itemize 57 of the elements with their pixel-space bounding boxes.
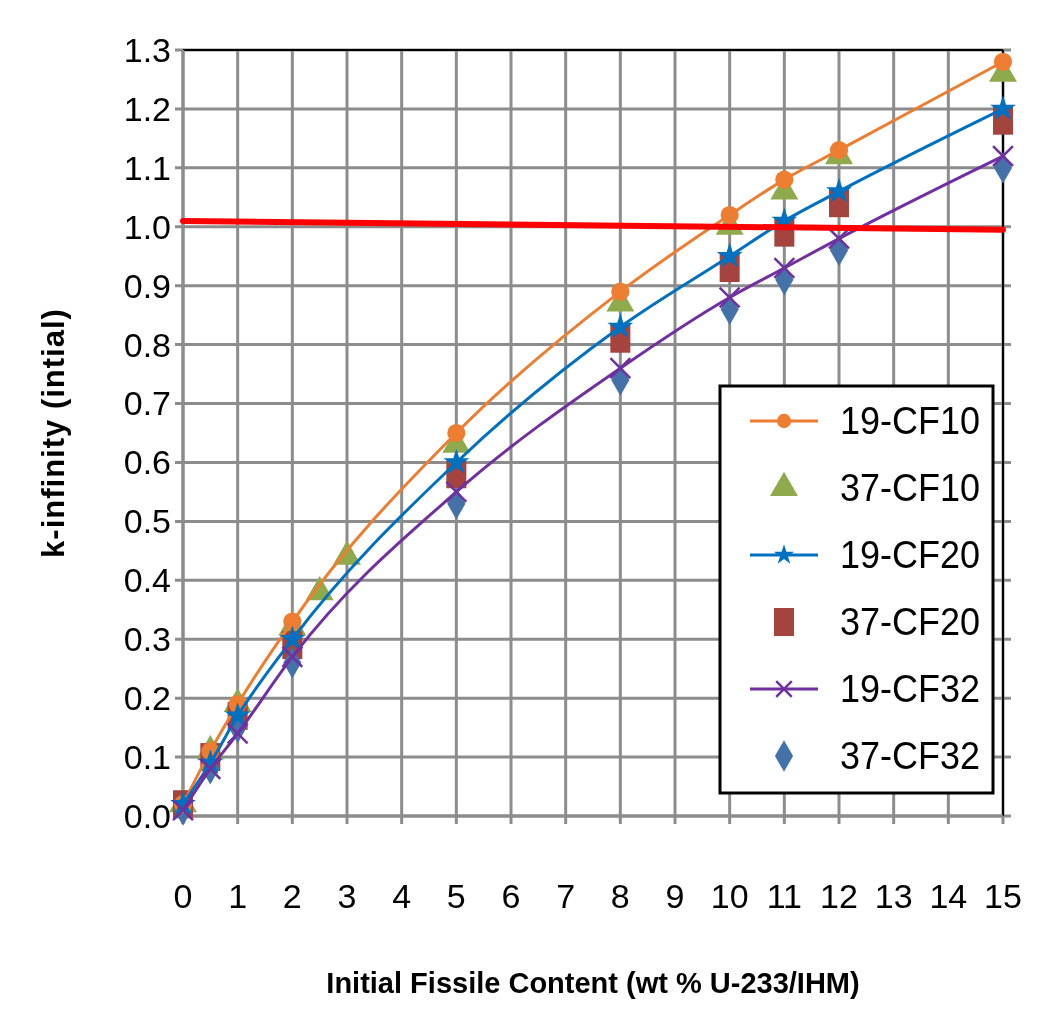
y-tick-label: 0.5 <box>123 502 171 541</box>
y-tick-label: 0.6 <box>123 443 171 482</box>
x-tick-label: 11 <box>766 876 802 915</box>
y-tick-label: 0.2 <box>123 679 171 718</box>
legend-label: 37-CF10 <box>840 467 988 510</box>
y-tick-label: 0.0 <box>123 796 171 835</box>
y-axis-title: k-infinity (intial) <box>35 308 71 558</box>
x-tick-label: 13 <box>874 876 913 915</box>
point <box>609 356 632 380</box>
x-tick-label: 12 <box>820 876 858 915</box>
point <box>445 480 468 504</box>
legend-label: 19-CF10 <box>840 400 988 443</box>
y-tick-label: 0.9 <box>123 266 171 305</box>
x-tick-label: 10 <box>710 876 749 915</box>
point <box>990 95 1016 120</box>
x-tick-label: 6 <box>501 876 521 915</box>
legend-label: 37-CF32 <box>840 735 988 778</box>
x-tick-label: 4 <box>392 876 412 915</box>
y-tick-label: 1.1 <box>123 148 171 187</box>
x-tick-label: 14 <box>929 876 968 915</box>
point <box>720 205 739 225</box>
point <box>716 242 743 268</box>
point <box>447 423 466 443</box>
x-tick-label: 5 <box>446 876 466 915</box>
x-tick-label: 2 <box>282 876 302 915</box>
point <box>281 645 304 669</box>
x-tick-label: 0 <box>173 876 193 915</box>
legend-label: 37-CF20 <box>840 601 988 644</box>
x-tick-label: 7 <box>556 876 576 915</box>
y-tick-label: 0.1 <box>123 737 171 776</box>
point <box>199 757 222 781</box>
legend-label: 19-CF20 <box>840 534 988 577</box>
x-axis-title: Initial Fissile Content (wt % U-233/IHM) <box>326 967 860 1000</box>
point <box>991 144 1015 168</box>
point <box>826 177 852 203</box>
x-tick-label: 15 <box>984 876 1022 915</box>
point <box>607 313 634 338</box>
x-tick-label: 1 <box>228 876 248 915</box>
x-tick-label: 3 <box>337 876 357 915</box>
point <box>993 52 1013 71</box>
y-tick-label: 0.3 <box>123 620 171 659</box>
point <box>773 256 796 280</box>
y-tick-label: 1.3 <box>123 30 171 69</box>
point <box>775 170 794 189</box>
legend-label: 19-CF32 <box>840 668 988 711</box>
y-tick-label: 0.8 <box>123 325 171 364</box>
y-tick-label: 1.0 <box>123 207 171 246</box>
point <box>718 286 741 309</box>
x-tick-label: 8 <box>610 876 630 915</box>
point <box>443 448 470 474</box>
y-tick-label: 1.2 <box>123 89 171 128</box>
point <box>279 625 306 651</box>
y-tick-label: 0.7 <box>123 384 171 423</box>
x-tick-label: 9 <box>665 876 685 915</box>
point <box>226 722 249 745</box>
point <box>611 282 630 301</box>
y-tick-label: 0.4 <box>123 561 171 600</box>
